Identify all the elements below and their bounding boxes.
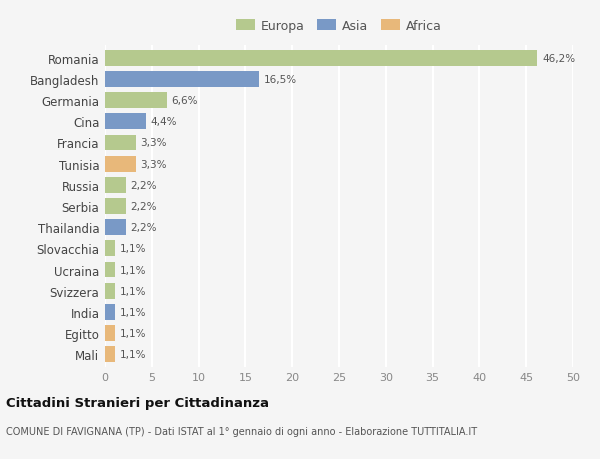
Bar (105, 50, 538, 67)
Text: 2,2%: 2,2% (130, 223, 157, 233)
Text: 16,5%: 16,5% (264, 75, 297, 85)
Text: 4,4%: 4,4% (151, 117, 178, 127)
Bar (105, 262, 115, 278)
Bar (105, 178, 125, 193)
Text: 2,2%: 2,2% (130, 202, 157, 212)
Text: 3,3%: 3,3% (140, 159, 167, 169)
Bar (105, 72, 259, 88)
Text: 2,2%: 2,2% (130, 180, 157, 190)
Bar (105, 135, 136, 151)
Text: COMUNE DI FAVIGNANA (TP) - Dati ISTAT al 1° gennaio di ogni anno - Elaborazione : COMUNE DI FAVIGNANA (TP) - Dati ISTAT al… (6, 426, 477, 436)
Text: 1,1%: 1,1% (120, 349, 146, 359)
Bar (105, 114, 146, 130)
Bar (105, 157, 136, 172)
Legend: Europa, Asia, Africa: Europa, Asia, Africa (232, 16, 446, 36)
Text: 1,1%: 1,1% (120, 265, 146, 275)
Text: 46,2%: 46,2% (542, 54, 575, 64)
Text: 6,6%: 6,6% (172, 96, 198, 106)
Bar (105, 93, 167, 109)
Text: 3,3%: 3,3% (140, 138, 167, 148)
Bar (105, 220, 125, 235)
Text: 1,1%: 1,1% (120, 244, 146, 254)
Bar (105, 199, 125, 214)
Bar (105, 304, 115, 320)
Text: 1,1%: 1,1% (120, 328, 146, 338)
Bar (105, 283, 115, 299)
Bar (105, 347, 115, 363)
Bar (105, 241, 115, 257)
Text: Cittadini Stranieri per Cittadinanza: Cittadini Stranieri per Cittadinanza (6, 396, 269, 409)
Text: 1,1%: 1,1% (120, 286, 146, 296)
Text: 1,1%: 1,1% (120, 307, 146, 317)
Bar (105, 325, 115, 341)
